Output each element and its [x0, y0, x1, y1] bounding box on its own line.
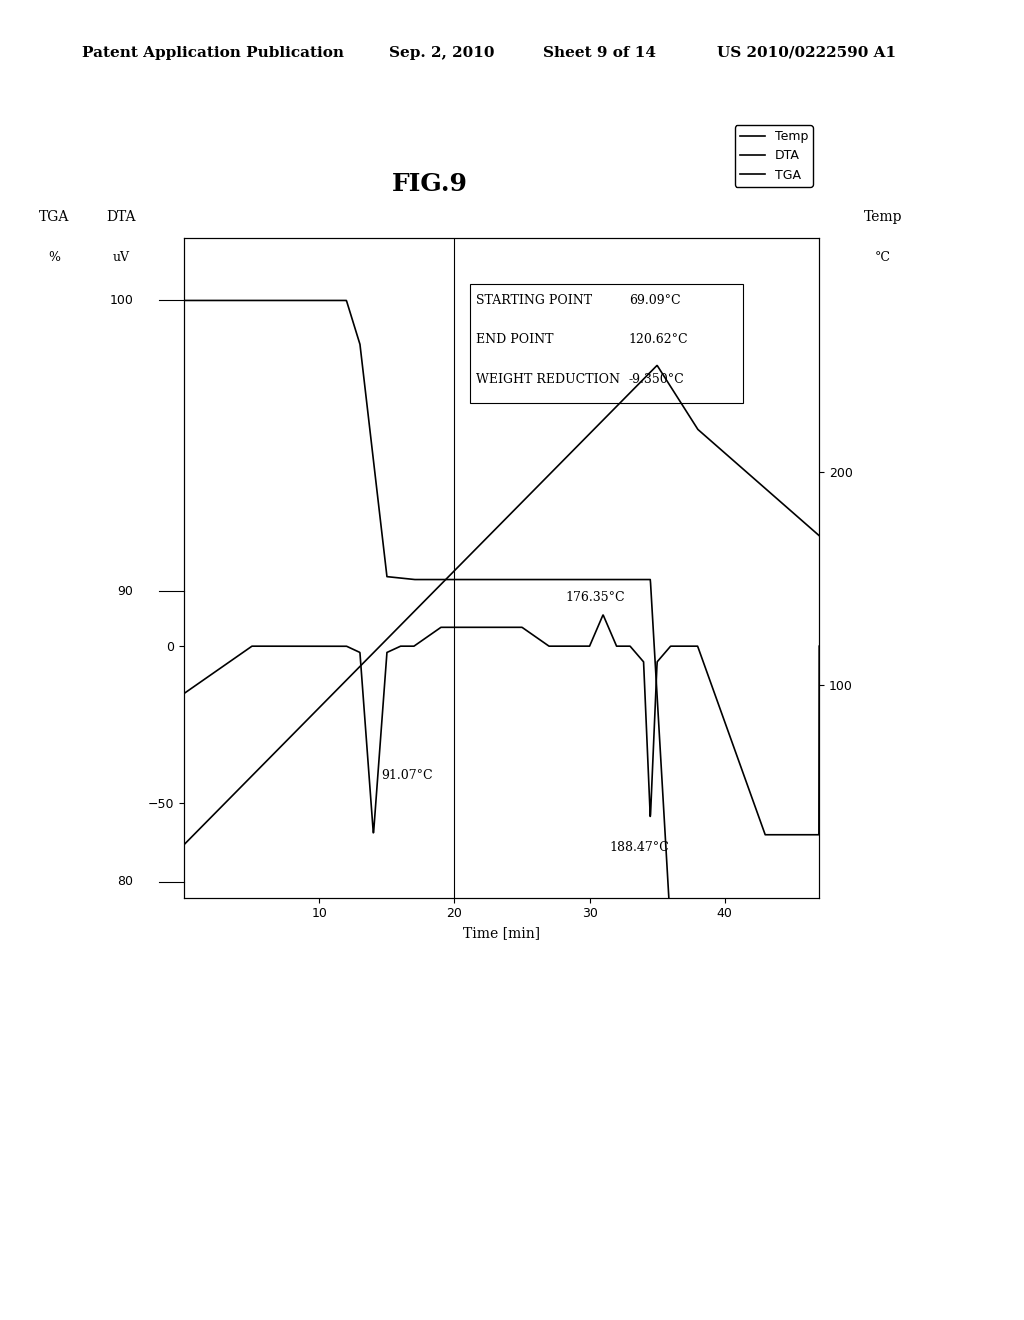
Text: Sep. 2, 2010: Sep. 2, 2010 — [389, 46, 495, 59]
Text: %: % — [48, 251, 60, 264]
Text: 120.62°C: 120.62°C — [629, 333, 688, 346]
Text: STARTING POINT: STARTING POINT — [476, 293, 593, 306]
Text: FIG.9: FIG.9 — [392, 173, 468, 197]
Text: Patent Application Publication: Patent Application Publication — [82, 46, 344, 59]
Text: TGA: TGA — [39, 210, 70, 224]
Legend: Temp, DTA, TGA: Temp, DTA, TGA — [734, 125, 813, 186]
Text: Sheet 9 of 14: Sheet 9 of 14 — [543, 46, 655, 59]
Text: °C: °C — [874, 251, 891, 264]
Text: 80: 80 — [118, 875, 133, 888]
Text: 91.07°C: 91.07°C — [381, 768, 433, 781]
Text: 100: 100 — [110, 294, 133, 308]
Text: -9.350°C: -9.350°C — [629, 372, 684, 385]
Text: WEIGHT REDUCTION: WEIGHT REDUCTION — [476, 372, 621, 385]
Text: 176.35°C: 176.35°C — [565, 590, 625, 603]
Text: Temp: Temp — [863, 210, 902, 224]
Bar — [470, 284, 743, 403]
Text: DTA: DTA — [106, 210, 135, 224]
Text: uV: uV — [113, 251, 129, 264]
Text: END POINT: END POINT — [476, 333, 554, 346]
Text: 188.47°C: 188.47°C — [609, 841, 670, 854]
Text: 90: 90 — [118, 585, 133, 598]
Text: US 2010/0222590 A1: US 2010/0222590 A1 — [717, 46, 896, 59]
X-axis label: Time [min]: Time [min] — [463, 925, 541, 940]
Text: 69.09°C: 69.09°C — [629, 293, 680, 306]
